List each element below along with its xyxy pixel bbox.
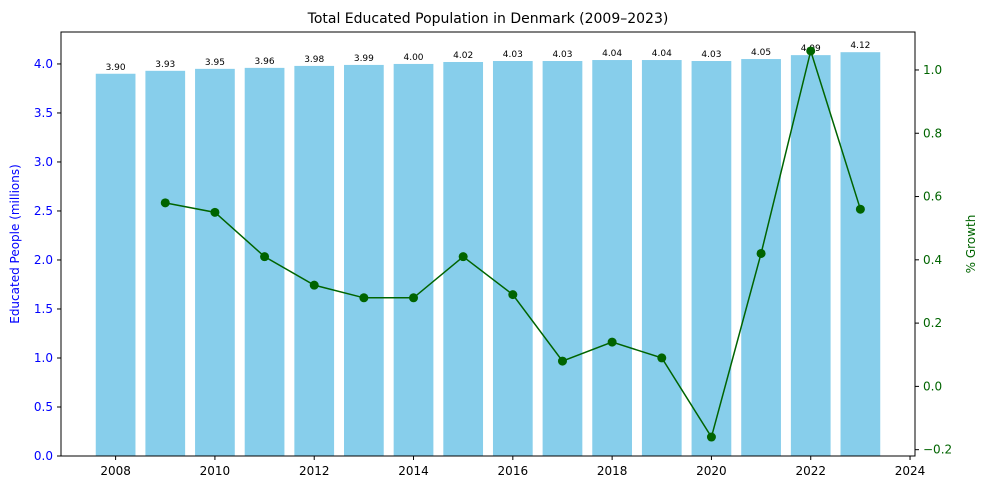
y-axis-right: −0.2 0.0 0.2 0.4 0.6 0.8 1.0 <box>915 63 952 457</box>
growth-point-2018 <box>607 337 617 347</box>
x-tick-label: 2020 <box>696 464 727 478</box>
growth-point-2010 <box>210 207 220 217</box>
bar-2020 <box>691 61 732 456</box>
y-left-tick-label: 2.5 <box>34 204 53 218</box>
bar-2018 <box>592 60 632 457</box>
x-tick-label: 2008 <box>100 464 131 478</box>
growth-point-2009 <box>160 198 170 208</box>
bar-value-label-2020: 4.03 <box>701 50 721 60</box>
bar-2022 <box>790 55 831 457</box>
chart-title: Total Educated Population in Denmark (20… <box>307 11 669 27</box>
y-right-tick-label: 0.8 <box>923 126 942 140</box>
growth-point-2017 <box>557 356 567 366</box>
bar-value-label-2017: 4.03 <box>552 50 572 60</box>
growth-point-2019 <box>657 353 667 363</box>
bar-value-label-2010: 3.95 <box>205 58 225 68</box>
growth-point-2016 <box>508 290 518 300</box>
x-tick-label: 2024 <box>895 464 926 478</box>
y-axis-left: 0.0 0.5 1.0 1.5 2.0 2.5 3.0 3.5 4.0 <box>34 57 61 463</box>
y-left-tick-label: 3.5 <box>34 106 53 120</box>
growth-point-2015 <box>458 252 468 262</box>
x-tick-label: 2014 <box>398 464 429 478</box>
bar-value-label-2015: 4.02 <box>453 51 473 61</box>
bar-2012 <box>294 65 335 456</box>
growth-point-2021 <box>756 248 766 258</box>
bar-value-label-2021: 4.05 <box>751 48 771 58</box>
y-right-tick-label: 0.4 <box>923 253 942 267</box>
y-right-tick-label: 1.0 <box>923 63 942 77</box>
bar-value-label-2009: 3.93 <box>155 60 175 70</box>
growth-point-2014 <box>409 293 419 303</box>
y-left-tick-label: 0.5 <box>34 400 53 414</box>
growth-point-2012 <box>309 280 319 290</box>
y-left-tick-label: 3.0 <box>34 155 53 169</box>
y-axis-left-label: Educated People (millions) <box>8 164 22 324</box>
bar-value-label-2013: 3.99 <box>354 54 374 64</box>
bar-2016 <box>492 61 533 456</box>
y-left-tick-label: 1.0 <box>34 351 53 365</box>
y-right-tick-label: 0.2 <box>923 316 942 330</box>
x-tick-label: 2022 <box>795 464 826 478</box>
bar-value-label-2012: 3.98 <box>304 55 324 65</box>
x-tick-label: 2012 <box>299 464 330 478</box>
bar-2017 <box>542 61 583 456</box>
bar-value-label-2023: 4.12 <box>850 41 870 51</box>
bar-2023 <box>840 52 881 456</box>
bar-value-label-2018: 4.04 <box>602 49 622 59</box>
bar-2010 <box>195 68 235 457</box>
bar-2008 <box>95 73 136 457</box>
bar-value-label-2008: 3.90 <box>106 63 126 73</box>
growth-point-2020 <box>706 432 716 442</box>
bar-2009 <box>145 70 186 457</box>
growth-line-group <box>160 46 865 442</box>
bar-2019 <box>641 60 682 457</box>
growth-point-2023 <box>855 204 865 214</box>
plot-frame <box>60 31 916 457</box>
growth-point-2022 <box>806 46 816 56</box>
y-right-tick-label: −0.2 <box>923 443 952 457</box>
bar-value-label-2014: 4.00 <box>403 53 423 63</box>
y-axis-right-label: % Growth <box>964 215 978 274</box>
growth-point-2011 <box>260 252 270 262</box>
bar-value-label-2019: 4.04 <box>652 49 672 59</box>
y-right-tick-label: 0.6 <box>923 190 942 204</box>
x-tick-label: 2010 <box>200 464 231 478</box>
x-tick-label: 2016 <box>498 464 529 478</box>
bar-2011 <box>244 67 285 456</box>
y-left-tick-label: 1.5 <box>34 302 53 316</box>
bar-2014 <box>393 63 434 457</box>
x-tick-label: 2018 <box>597 464 628 478</box>
y-left-tick-label: 0.0 <box>34 449 53 463</box>
bar-2013 <box>344 64 384 456</box>
x-axis: 2008 2010 2012 2014 2016 2018 2020 2022 2024 <box>100 456 925 478</box>
bar-value-label-2016: 4.03 <box>503 50 523 60</box>
y-left-tick-label: 4.0 <box>34 57 53 71</box>
y-left-tick-label: 2.0 <box>34 253 53 267</box>
bar-value-label-2011: 3.96 <box>255 57 275 67</box>
bar-label-group: 3.90 3.93 3.95 3.96 3.98 3.99 4.00 4.02 4.03 4.03… <box>106 41 871 73</box>
y-right-tick-label: 0.0 <box>923 379 942 393</box>
growth-point-2013 <box>359 293 369 303</box>
